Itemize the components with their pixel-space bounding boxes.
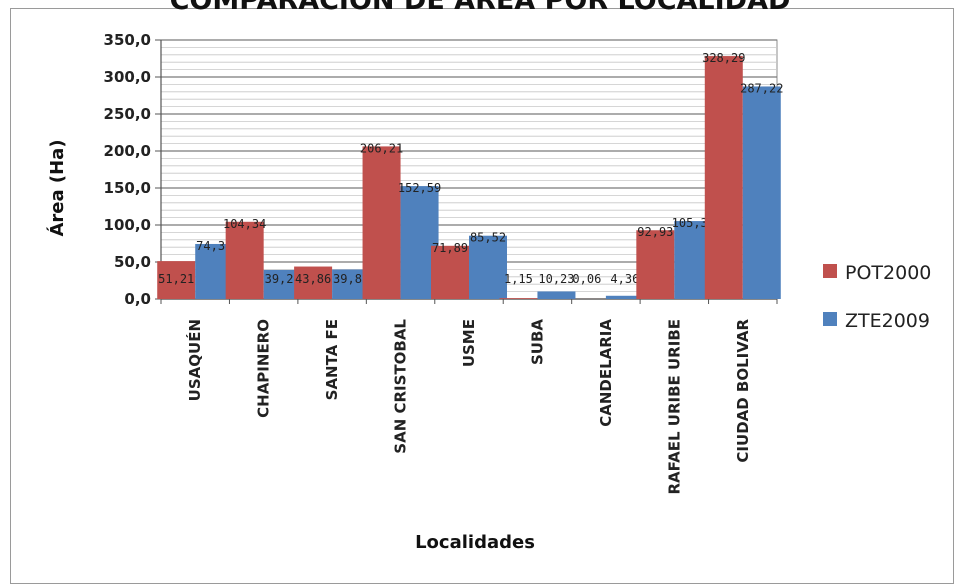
data-label: 328,29 bbox=[702, 51, 745, 65]
bar-pot2000-5 bbox=[431, 245, 469, 299]
y-tick-label: 100,0 bbox=[104, 216, 151, 234]
bar-pot2000-1 bbox=[157, 261, 196, 299]
data-label: 0,06 bbox=[572, 272, 601, 286]
x-tick-label: SAN CRISTOBAL bbox=[392, 319, 410, 454]
y-tick-label: 50,0 bbox=[114, 253, 151, 271]
data-label: 51,21 bbox=[158, 272, 194, 286]
bar-zte2009-5 bbox=[469, 235, 507, 299]
data-label: 39,24 bbox=[265, 272, 301, 286]
data-label: 43,86 bbox=[295, 272, 331, 286]
y-tick-label: 0,0 bbox=[124, 290, 151, 308]
data-label: 74,38 bbox=[196, 239, 232, 253]
legend-label-zte2009: ZTE2009 bbox=[845, 310, 930, 332]
data-label: 85,52 bbox=[470, 231, 506, 245]
bar-pot2000-6 bbox=[499, 298, 538, 299]
bar-zte2009-7 bbox=[605, 295, 644, 299]
data-label: 152,59 bbox=[398, 181, 441, 195]
chart-frame bbox=[10, 8, 954, 584]
bar-pot2000-4 bbox=[362, 146, 401, 299]
data-label: 4,36 bbox=[610, 272, 639, 286]
data-label: 92,93 bbox=[637, 225, 673, 239]
x-axis-title: Localidades bbox=[415, 532, 535, 553]
data-label: 105,32 bbox=[672, 216, 715, 230]
legend: POT2000 ZTE2009 bbox=[823, 262, 931, 332]
x-tick-label: RAFAEL URIBE URIBE bbox=[665, 319, 683, 495]
bar-pot2000-2 bbox=[225, 221, 264, 299]
data-label: 287,22 bbox=[740, 81, 783, 95]
plot-area: 0,0 50,0 100,0 150,0 200,0 250,0 300,0 350,0 51,… bbox=[104, 31, 784, 495]
bar-pot2000-8 bbox=[636, 230, 675, 299]
x-tick-label: SANTA FE bbox=[323, 319, 341, 400]
data-label: 71,89 bbox=[432, 241, 468, 255]
x-tick-label: CANDELARIA bbox=[597, 319, 615, 427]
data-label: 10,23 bbox=[538, 272, 574, 286]
y-tick-label: 200,0 bbox=[104, 142, 151, 160]
data-label: 39,83 bbox=[333, 272, 369, 286]
bar-pot2000-3 bbox=[294, 266, 333, 299]
x-tick-label: USME bbox=[460, 319, 478, 367]
y-axis-title: Área (Ha) bbox=[46, 139, 68, 236]
bar-zte2009-9 bbox=[742, 86, 781, 299]
y-tick-label: 250,0 bbox=[104, 105, 151, 123]
y-tick-label: 300,0 bbox=[104, 68, 151, 86]
legend-label-pot2000: POT2000 bbox=[845, 262, 931, 284]
legend-swatch-pot2000 bbox=[823, 264, 837, 278]
bar-zte2009-6 bbox=[537, 291, 576, 299]
x-tick-label: CHAPINERO bbox=[255, 319, 273, 418]
data-label: 206,21 bbox=[360, 141, 403, 155]
x-tick-label: SUBA bbox=[528, 319, 546, 365]
data-label: 104,34 bbox=[223, 217, 266, 231]
x-tick-label: USAQUÉN bbox=[185, 319, 204, 401]
bar-pot2000-9 bbox=[704, 56, 743, 299]
legend-swatch-zte2009 bbox=[823, 312, 837, 326]
data-label: 1,15 bbox=[504, 272, 533, 286]
y-tick-label: 350,0 bbox=[104, 31, 151, 49]
y-tick-label: 150,0 bbox=[104, 179, 151, 197]
x-tick-label: CIUDAD BOLIVAR bbox=[734, 319, 752, 463]
chart-title: COMPARACIÓN DE ÁREA POR LOCALIDAD bbox=[170, 0, 791, 16]
